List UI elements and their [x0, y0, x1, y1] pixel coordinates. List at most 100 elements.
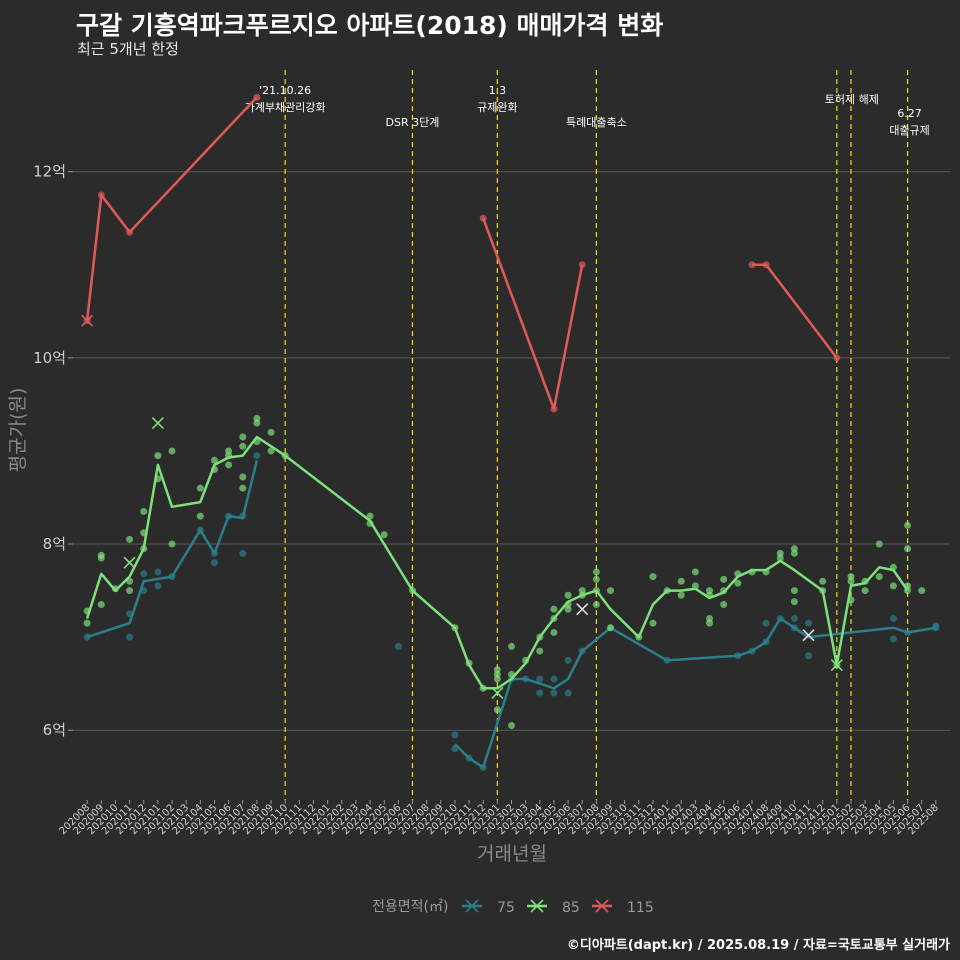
data-point [776, 549, 784, 557]
data-point [550, 689, 558, 697]
data-point [734, 579, 742, 587]
data-point [691, 582, 699, 590]
event-date-label: 1.3 [489, 84, 507, 97]
data-point [253, 419, 261, 427]
data-point [677, 577, 685, 585]
legend-key-mark [465, 899, 479, 913]
data-point [861, 587, 869, 595]
cancelled-deal-mark [576, 603, 589, 616]
data-point [154, 582, 162, 590]
data-point [564, 591, 572, 599]
legend-label-85: 85 [562, 900, 580, 916]
data-point [748, 261, 756, 269]
data-point [592, 575, 600, 583]
data-point [536, 675, 544, 683]
data-point [168, 540, 176, 548]
data-point [889, 582, 897, 590]
data-point [83, 619, 91, 627]
data-point [819, 577, 827, 585]
series-layer [81, 93, 940, 771]
data-point [790, 614, 798, 622]
data-point [394, 642, 402, 650]
data-point [536, 689, 544, 697]
data-point [508, 642, 515, 650]
data-point [564, 656, 572, 664]
y-tick-label: 12억 [33, 163, 66, 181]
data-point [493, 706, 501, 714]
data-point [649, 619, 657, 627]
data-point [239, 442, 247, 450]
cancelled-deal-mark [81, 314, 94, 327]
series-115 [81, 93, 841, 413]
data-point [790, 587, 798, 595]
data-point [196, 484, 204, 492]
legend-key-mark [530, 899, 544, 913]
data-point [493, 675, 501, 683]
series-line [482, 217, 584, 411]
data-point [691, 568, 699, 576]
data-point [140, 507, 148, 515]
series-line [454, 617, 937, 769]
series-line [752, 263, 838, 359]
data-point [196, 512, 204, 520]
data-point [168, 447, 176, 455]
legend-key-mark [595, 899, 609, 913]
y-tick-label: 10억 [33, 349, 66, 367]
event-label: 토허제 해제 [825, 92, 879, 106]
data-point [677, 591, 685, 599]
data-point [720, 575, 728, 583]
data-point [154, 452, 162, 460]
data-point [847, 577, 855, 585]
data-point [550, 628, 558, 636]
data-point [875, 573, 883, 581]
event-label: DSR 3단계 [386, 116, 440, 129]
x-axis-title: 거래년월 [477, 843, 547, 865]
y-axis-title: 평균가(원) [7, 388, 29, 473]
event-label: 대출규제 [889, 124, 929, 137]
data-point [592, 601, 600, 609]
data-point [493, 666, 501, 674]
data-point [720, 601, 728, 609]
data-point [267, 428, 275, 436]
data-point [225, 461, 233, 469]
data-point [239, 433, 247, 441]
data-point [607, 587, 615, 595]
data-point [790, 549, 798, 557]
chart-subtitle: 최근 5개년 한정 [77, 40, 179, 58]
data-point [706, 619, 714, 627]
series-75 [83, 452, 940, 771]
data-point [210, 559, 218, 567]
data-point [550, 605, 558, 613]
data-point [97, 601, 105, 609]
data-point [267, 447, 275, 455]
series-line [85, 435, 909, 690]
legend-label-75: 75 [497, 900, 515, 916]
data-point [649, 573, 657, 581]
data-point [126, 587, 134, 595]
cancelled-deal-mark [491, 686, 504, 700]
data-point [607, 624, 615, 632]
data-point [451, 731, 459, 739]
axes: 6억8억10억12억202008202009202010202011202012… [33, 163, 941, 837]
data-point [564, 689, 572, 697]
data-point [126, 535, 134, 543]
data-point [918, 587, 926, 595]
data-point [904, 521, 912, 529]
legend: 전용면적(㎡) 75 85 115 [372, 899, 654, 916]
data-point [536, 647, 544, 655]
data-point [239, 473, 247, 481]
cancelled-deal-mark [802, 629, 815, 642]
chart-title: 구갈 기흥역파크푸르지오 아파트(2018) 매매가격 변화 [76, 11, 664, 40]
data-point [239, 484, 247, 492]
event-date-label: '21.10.26 [259, 84, 311, 97]
data-point [126, 633, 134, 641]
data-point [140, 570, 148, 578]
data-point [578, 261, 586, 269]
data-point [154, 568, 162, 576]
data-point [805, 619, 813, 627]
event-label: 가계부채관리강화 [245, 101, 326, 114]
series-85 [83, 414, 926, 730]
data-point [239, 549, 247, 557]
series-line [85, 96, 258, 321]
